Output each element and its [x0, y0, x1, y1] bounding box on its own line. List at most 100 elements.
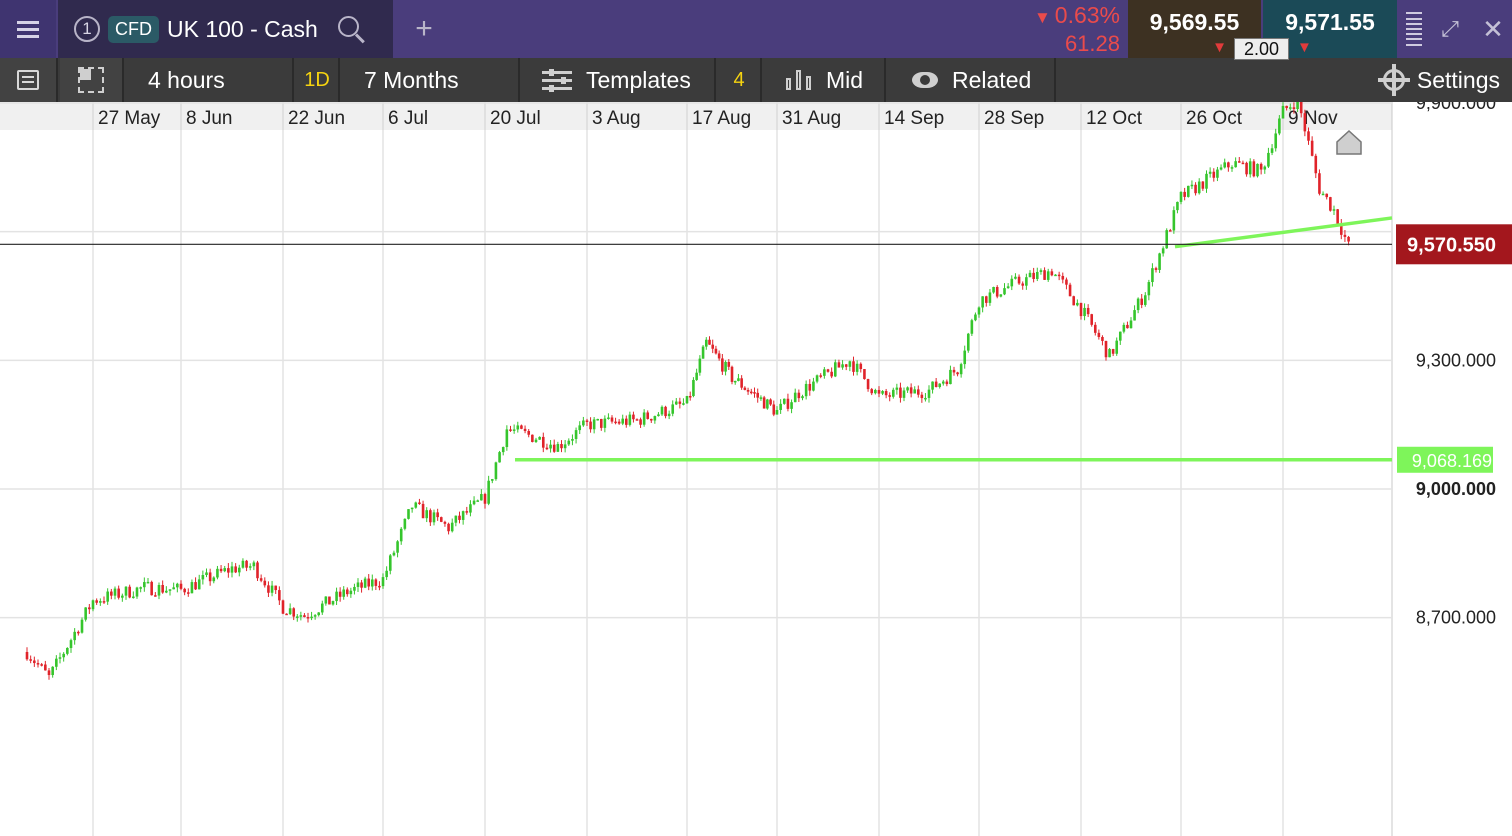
candle: [688, 396, 692, 398]
candle: [183, 588, 186, 593]
templates-button[interactable]: Templates: [522, 58, 716, 102]
price-chart[interactable]: 27 May 8 Jun 22 Jun 6 Jul 20 Jul 3 Aug 17 Aug 3…: [0, 102, 1512, 836]
candle: [1122, 324, 1126, 332]
candle: [1194, 184, 1197, 194]
candle: [1205, 173, 1208, 189]
candle: [1310, 140, 1314, 156]
candle: [1151, 268, 1154, 283]
related-button[interactable]: Related: [888, 58, 1056, 102]
candle: [1133, 310, 1136, 321]
candle: [934, 381, 938, 387]
candle: [1003, 288, 1006, 295]
candle: [599, 418, 603, 428]
candle: [1006, 286, 1010, 289]
candle: [664, 406, 667, 417]
candle: [461, 511, 465, 520]
candle: [1296, 102, 1299, 110]
candle: [639, 419, 642, 425]
instrument-tab[interactable]: 1 CFD UK 100 - Cash: [58, 0, 393, 58]
candle: [335, 591, 338, 602]
candle: [1216, 169, 1219, 178]
candle: [128, 586, 131, 598]
candle: [790, 402, 793, 409]
candle: [793, 392, 797, 403]
candle: [714, 348, 718, 354]
price-mode-selector[interactable]: Mid: [764, 58, 886, 102]
candle: [1039, 270, 1043, 272]
candle: [1032, 272, 1035, 279]
candle: [1101, 336, 1104, 341]
candle: [230, 566, 234, 573]
x-tick-label: 22 Jun: [288, 108, 345, 129]
candle: [349, 590, 353, 595]
quick-interval-badge[interactable]: 1D: [296, 58, 340, 102]
indicator-count-badge[interactable]: 4: [718, 58, 762, 102]
candle: [852, 361, 855, 372]
candle: [808, 383, 812, 391]
candle: [505, 429, 509, 448]
candle: [317, 612, 321, 616]
trend-line[interactable]: [1174, 216, 1393, 249]
candle: [874, 389, 877, 394]
candle: [1245, 162, 1248, 175]
candle: [1248, 161, 1252, 175]
sell-price-button[interactable]: 9,569.55 ▼: [1128, 0, 1261, 58]
candle: [974, 314, 977, 321]
candle: [775, 409, 779, 415]
candle: [374, 579, 378, 586]
expand-icon[interactable]: ⤢: [1441, 16, 1459, 41]
settings-button[interactable]: Settings: [1377, 58, 1500, 102]
home-arrow-icon[interactable]: [1336, 129, 1362, 155]
candle: [241, 560, 245, 568]
candle: [1263, 166, 1267, 170]
menu-button[interactable]: [0, 0, 56, 58]
candle: [1079, 302, 1083, 317]
layout-button[interactable]: [60, 58, 124, 102]
candle: [454, 515, 458, 523]
x-tick-label: 12 Oct: [1086, 108, 1143, 129]
candle: [1281, 105, 1285, 119]
candle: [498, 452, 501, 463]
candle: [501, 447, 505, 453]
candle: [984, 296, 988, 303]
candle: [425, 510, 429, 519]
candle: [956, 372, 959, 375]
y-tick-label: 9,300.000: [1416, 350, 1496, 370]
candle: [436, 512, 439, 518]
candle: [157, 584, 161, 596]
range-selector[interactable]: 7 Months: [342, 58, 520, 102]
candle: [740, 378, 743, 388]
list-view-button[interactable]: [0, 58, 58, 102]
candle: [1237, 161, 1241, 163]
candle: [1136, 298, 1140, 311]
x-tick-label: 31 Aug: [782, 108, 841, 129]
candle: [737, 378, 740, 381]
candle: [292, 608, 296, 617]
candle: [870, 389, 874, 394]
add-tab-button[interactable]: +: [415, 12, 433, 45]
grip-handle[interactable]: [1400, 0, 1428, 58]
search-icon[interactable]: [336, 14, 366, 44]
candle: [999, 294, 1003, 297]
candle: [635, 419, 639, 421]
candle: [1252, 161, 1256, 177]
scroll-to-latest-button[interactable]: [1336, 129, 1362, 155]
candle: [429, 510, 432, 523]
candle: [421, 503, 425, 519]
candle: [62, 653, 65, 658]
candle: [73, 631, 76, 641]
chart-overlays[interactable]: 9,068.169 9,570.550: [0, 216, 1512, 473]
candle: [1021, 283, 1025, 286]
interval-selector[interactable]: 4 hours: [126, 58, 294, 102]
settings-label: Settings: [1416, 66, 1500, 93]
candle: [154, 595, 157, 597]
candle: [121, 595, 124, 598]
x-tick-label: 14 Sep: [884, 108, 944, 129]
candle: [110, 591, 113, 596]
candle: [212, 577, 216, 582]
candle: [931, 381, 934, 390]
close-icon[interactable]: ✕: [1482, 13, 1504, 44]
candle: [1183, 191, 1186, 197]
candle: [102, 601, 106, 603]
instrument-name: UK 100 - Cash: [167, 15, 318, 42]
